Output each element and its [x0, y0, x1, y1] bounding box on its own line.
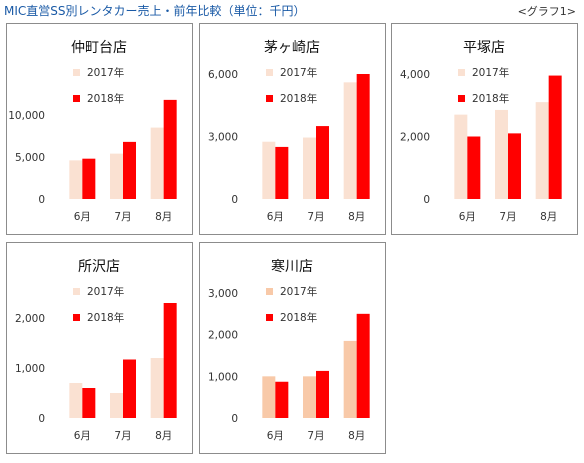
bar-2017-tokorozawa-6 [69, 383, 83, 418]
chart-panel-samukawa: 寒川店 0 1,000 2,000 3,000 6月 7月 8月 2017年 2018年 [199, 242, 386, 454]
bar-2018-nakamachidai-8 [163, 99, 177, 199]
legend-swatch-2017 [73, 69, 80, 76]
page-title: MIC直営SS別レンタカー売上・前年比較（単位：千円） [4, 4, 306, 18]
x-tick-label: 7月 [307, 430, 324, 442]
x-tick-label: 7月 [114, 211, 131, 223]
y-tick-label: 1,000 [15, 363, 45, 375]
bar-2017-samukawa-6 [262, 376, 276, 418]
y-tick-label: 2,000 [15, 313, 45, 325]
legend-swatch-2018 [73, 314, 80, 321]
x-tick-label: 8月 [155, 430, 172, 442]
legend-swatch-2018 [266, 314, 273, 321]
legend-label: 2017年 [87, 285, 124, 298]
bar-2017-hiratsuka-8 [535, 102, 549, 199]
legend-swatch-2017 [458, 69, 465, 76]
bar-2018-nakamachidai-6 [82, 158, 96, 199]
legend-label: 2018年 [472, 92, 509, 105]
legend-label: 2018年 [280, 311, 317, 324]
x-tick-label: 7月 [499, 211, 516, 223]
legend-label: 2017年 [472, 66, 509, 79]
legend-swatch-2018 [458, 95, 465, 102]
bar-2017-nakamachidai-7 [110, 153, 123, 199]
legend-label: 2018年 [87, 311, 124, 324]
bar-2017-hiratsuka-7 [495, 109, 508, 199]
bar-2018-chigasaki-6 [275, 146, 289, 199]
x-tick-label: 8月 [348, 211, 365, 223]
x-tick-label: 6月 [267, 430, 284, 442]
y-tick-label: 0 [423, 194, 430, 206]
chart-hiratsuka: 平塚店 0 2,000 4,000 6月 7月 8月 2017年 2018年 [400, 40, 562, 223]
legend-swatch-2018 [73, 95, 80, 102]
bar-2017-chigasaki-7 [303, 137, 316, 199]
legend-swatch-2017 [266, 288, 273, 295]
x-tick-label: 6月 [267, 211, 284, 223]
bar-2017-chigasaki-8 [343, 82, 357, 199]
chart-panel-chigasaki: 茅ヶ崎店 0 3,000 6,000 6月 7月 8月 2017年 2018年 [199, 23, 386, 235]
bar-2017-hiratsuka-6 [454, 114, 468, 199]
bar-2018-tokorozawa-7 [123, 359, 136, 418]
chart-title: 所沢店 [78, 259, 120, 275]
chart-title: 平塚店 [463, 40, 505, 56]
legend-swatch-2017 [73, 288, 80, 295]
legend-label: 2018年 [87, 92, 124, 105]
chart-samukawa: 寒川店 0 1,000 2,000 3,000 6月 7月 8月 2017年 2018年 [208, 258, 370, 442]
chart-panel-hiratsuka: 平塚店 0 2,000 4,000 6月 7月 8月 2017年 2018年 [391, 23, 578, 235]
y-tick-label: 2,000 [400, 132, 430, 144]
x-tick-label: 8月 [155, 211, 172, 223]
x-tick-label: 8月 [348, 430, 365, 442]
y-tick-label: 2,000 [208, 330, 238, 342]
y-tick-label: 6,000 [208, 69, 238, 81]
chart-tokorozawa: 所沢店 0 1,000 2,000 6月 7月 8月 2017年 2018年 [15, 259, 177, 442]
bar-2017-tokorozawa-8 [150, 358, 164, 418]
chart-title: 寒川店 [271, 258, 313, 275]
graph-label: <グラフ1> [517, 5, 576, 18]
bar-2017-samukawa-8 [343, 340, 357, 418]
bar-2018-tokorozawa-6 [82, 388, 96, 418]
bar-2018-hiratsuka-7 [508, 133, 521, 199]
legend-swatch-2018 [266, 95, 273, 102]
x-tick-label: 8月 [540, 211, 557, 223]
legend-label: 2017年 [280, 285, 317, 298]
bar-2017-tokorozawa-7 [110, 393, 123, 418]
y-tick-label: 1,000 [208, 371, 238, 383]
legend-swatch-2017 [266, 69, 273, 76]
y-tick-label: 0 [231, 413, 238, 425]
y-tick-label: 0 [38, 194, 45, 206]
bar-2018-samukawa-7 [316, 370, 329, 418]
bar-2018-chigasaki-8 [356, 74, 370, 199]
chart-panel-nakamachidai: 仲町台店 0 5,000 10,000 6月 7月 8月 2017年 2018年 [6, 23, 193, 235]
y-tick-label: 5,000 [15, 152, 45, 164]
bar-2018-hiratsuka-6 [467, 136, 481, 199]
y-tick-label: 4,000 [400, 69, 430, 81]
chart-title: 茅ヶ崎店 [264, 40, 320, 56]
y-tick-label: 10,000 [8, 110, 45, 122]
legend-label: 2017年 [87, 66, 124, 79]
bar-2017-samukawa-7 [303, 376, 316, 418]
bar-2018-nakamachidai-7 [123, 141, 136, 199]
chart-chigasaki: 茅ヶ崎店 0 3,000 6,000 6月 7月 8月 2017年 2018年 [208, 40, 370, 223]
y-tick-label: 3,000 [208, 288, 238, 300]
bar-2018-tokorozawa-8 [163, 303, 177, 418]
x-tick-label: 6月 [74, 430, 91, 442]
chart-panel-tokorozawa: 所沢店 0 1,000 2,000 6月 7月 8月 2017年 2018年 [6, 242, 193, 454]
x-tick-label: 7月 [114, 430, 131, 442]
chart-nakamachidai: 仲町台店 0 5,000 10,000 6月 7月 8月 2017年 2018年 [8, 40, 177, 223]
x-tick-label: 7月 [307, 211, 324, 223]
bar-2017-nakamachidai-8 [150, 127, 164, 199]
x-tick-label: 6月 [459, 211, 476, 223]
bar-2018-chigasaki-7 [316, 126, 329, 199]
y-tick-label: 3,000 [208, 132, 238, 144]
y-tick-label: 0 [38, 413, 45, 425]
legend-label: 2018年 [280, 92, 317, 105]
bar-2018-hiratsuka-8 [548, 75, 562, 199]
bar-2017-chigasaki-6 [262, 141, 276, 199]
legend-label: 2017年 [280, 66, 317, 79]
bar-2017-nakamachidai-6 [69, 160, 83, 199]
chart-title: 仲町台店 [71, 40, 127, 56]
bar-2018-samukawa-6 [275, 381, 289, 418]
y-tick-label: 0 [231, 194, 238, 206]
x-tick-label: 6月 [74, 211, 91, 223]
bar-2018-samukawa-8 [356, 313, 370, 418]
